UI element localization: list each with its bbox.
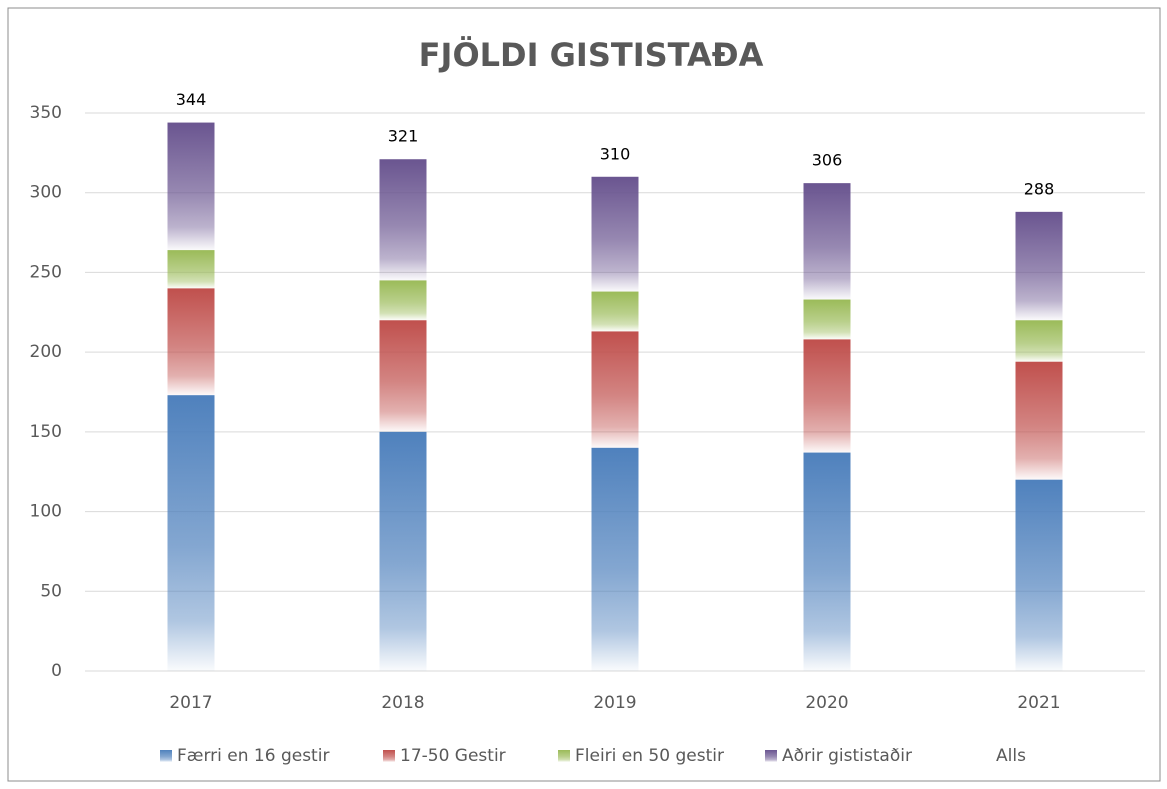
total-label: 321: [388, 127, 419, 146]
chart-title: FJÖLDI GISTISTAÐA: [419, 36, 764, 74]
y-tick-label: 250: [30, 262, 62, 282]
bar-segment: [803, 452, 851, 671]
bar-segment: [1015, 479, 1063, 671]
bar-segment: [379, 431, 427, 671]
legend-swatch: [558, 750, 570, 762]
bar-segment: [591, 331, 639, 448]
y-tick-label: 0: [51, 661, 62, 681]
bar-segment: [167, 395, 215, 671]
x-tick-label: 2017: [169, 693, 212, 713]
x-tick-label: 2018: [381, 693, 424, 713]
bar-segment: [591, 447, 639, 671]
x-tick-label: 2019: [593, 693, 636, 713]
bar-segment: [167, 250, 215, 289]
legend-label: 17-50 Gestir: [400, 746, 506, 766]
bar-segment: [803, 339, 851, 453]
legend-label: Aðrir gististaðir: [782, 746, 912, 766]
y-tick-label: 300: [30, 183, 62, 203]
legend-swatch: [383, 750, 395, 762]
total-label: 306: [812, 151, 843, 170]
total-label: 344: [176, 90, 207, 109]
bar-segment: [379, 159, 427, 281]
bar-segment: [379, 320, 427, 432]
total-label: 288: [1024, 179, 1055, 198]
x-tick-label: 2020: [805, 693, 848, 713]
legend-label: Fleiri en 50 gestir: [575, 746, 724, 766]
bar-segment: [591, 176, 639, 292]
y-tick-label: 100: [30, 502, 62, 522]
y-tick-label: 200: [30, 342, 62, 362]
bar-segment: [803, 299, 851, 340]
y-tick-label: 150: [30, 422, 62, 442]
bar-segment: [591, 291, 639, 332]
bar-segment: [1015, 211, 1063, 321]
legend-label: Færri en 16 gestir: [177, 746, 329, 766]
bar-segment: [1015, 361, 1063, 480]
total-label: 310: [600, 144, 631, 163]
legend-swatch: [765, 750, 777, 762]
bar-segment: [167, 122, 215, 251]
bar-segment: [379, 280, 427, 321]
y-tick-label: 350: [30, 103, 62, 123]
bar-segment: [1015, 320, 1063, 362]
legend-swatch: [160, 750, 172, 762]
bar-segment: [803, 183, 851, 300]
y-tick-label: 50: [40, 581, 62, 601]
x-tick-label: 2021: [1017, 693, 1060, 713]
bar-segment: [167, 288, 215, 396]
legend-label: Alls: [996, 746, 1026, 766]
